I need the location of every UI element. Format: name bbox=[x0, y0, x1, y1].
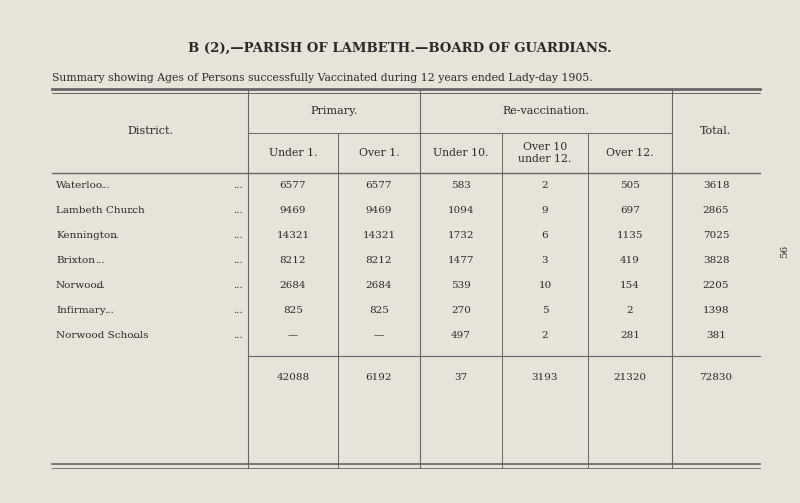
Text: —: — bbox=[374, 331, 384, 340]
Text: ...: ... bbox=[234, 331, 243, 340]
Text: 9469: 9469 bbox=[280, 206, 306, 215]
Text: 497: 497 bbox=[451, 331, 471, 340]
Text: Total.: Total. bbox=[700, 126, 732, 136]
Text: 6: 6 bbox=[542, 231, 548, 240]
Text: Under 1.: Under 1. bbox=[269, 148, 318, 158]
Text: 539: 539 bbox=[451, 281, 471, 290]
Text: ...: ... bbox=[234, 231, 243, 240]
Text: 381: 381 bbox=[706, 331, 726, 340]
Text: 42088: 42088 bbox=[277, 374, 310, 382]
Text: ...: ... bbox=[109, 231, 118, 240]
Text: 3618: 3618 bbox=[702, 181, 730, 190]
Text: 583: 583 bbox=[451, 181, 471, 190]
Text: 825: 825 bbox=[369, 306, 389, 315]
Text: 1094: 1094 bbox=[448, 206, 474, 215]
Text: 14321: 14321 bbox=[362, 231, 395, 240]
Text: 21320: 21320 bbox=[614, 374, 646, 382]
Text: 2684: 2684 bbox=[280, 281, 306, 290]
Text: 9: 9 bbox=[542, 206, 548, 215]
Text: Re-vaccination.: Re-vaccination. bbox=[502, 106, 590, 116]
Text: Kennington: Kennington bbox=[56, 231, 117, 240]
Text: 3828: 3828 bbox=[702, 256, 730, 265]
Text: 281: 281 bbox=[620, 331, 640, 340]
Text: Over 12.: Over 12. bbox=[606, 148, 654, 158]
Text: 270: 270 bbox=[451, 306, 471, 315]
Text: 14321: 14321 bbox=[277, 231, 310, 240]
Text: Infirmary: Infirmary bbox=[56, 306, 106, 315]
Text: ...: ... bbox=[234, 206, 243, 215]
Text: ...: ... bbox=[127, 206, 137, 215]
Text: 154: 154 bbox=[620, 281, 640, 290]
Text: 9469: 9469 bbox=[366, 206, 392, 215]
Text: 825: 825 bbox=[283, 306, 303, 315]
Text: Waterloo: Waterloo bbox=[56, 181, 103, 190]
Text: 1398: 1398 bbox=[702, 306, 730, 315]
Text: 6577: 6577 bbox=[280, 181, 306, 190]
Text: ...: ... bbox=[95, 281, 106, 290]
Text: 2: 2 bbox=[542, 331, 548, 340]
Text: 3193: 3193 bbox=[532, 374, 558, 382]
Text: 5: 5 bbox=[542, 306, 548, 315]
Text: 505: 505 bbox=[620, 181, 640, 190]
Text: —: — bbox=[288, 331, 298, 340]
Text: ...: ... bbox=[234, 281, 243, 290]
Text: ...: ... bbox=[131, 331, 142, 340]
Text: Over 1.: Over 1. bbox=[358, 148, 399, 158]
Text: 37: 37 bbox=[454, 374, 468, 382]
Text: 2: 2 bbox=[626, 306, 634, 315]
Text: B (2),—PARISH OF LAMBETH.—BOARD OF GUARDIANS.: B (2),—PARISH OF LAMBETH.—BOARD OF GUARD… bbox=[188, 42, 612, 54]
Text: 3: 3 bbox=[542, 256, 548, 265]
Text: 2684: 2684 bbox=[366, 281, 392, 290]
Text: 1732: 1732 bbox=[448, 231, 474, 240]
Text: 72830: 72830 bbox=[699, 374, 733, 382]
Text: 2205: 2205 bbox=[702, 281, 730, 290]
Text: 7025: 7025 bbox=[702, 231, 730, 240]
Text: Norwood Schools: Norwood Schools bbox=[56, 331, 149, 340]
Text: 1477: 1477 bbox=[448, 256, 474, 265]
Text: ...: ... bbox=[105, 306, 114, 315]
Text: Over 10
under 12.: Over 10 under 12. bbox=[518, 142, 572, 164]
Text: ...: ... bbox=[234, 181, 243, 190]
Text: 2: 2 bbox=[542, 181, 548, 190]
Text: 8212: 8212 bbox=[366, 256, 392, 265]
Text: ...: ... bbox=[234, 256, 243, 265]
Text: 8212: 8212 bbox=[280, 256, 306, 265]
Text: ...: ... bbox=[234, 306, 243, 315]
Text: 419: 419 bbox=[620, 256, 640, 265]
Text: Lambeth Church: Lambeth Church bbox=[56, 206, 145, 215]
Text: Norwood: Norwood bbox=[56, 281, 104, 290]
Text: 6577: 6577 bbox=[366, 181, 392, 190]
Text: ...: ... bbox=[100, 181, 110, 190]
Text: 1135: 1135 bbox=[617, 231, 643, 240]
Text: 697: 697 bbox=[620, 206, 640, 215]
Text: ...: ... bbox=[95, 256, 106, 265]
Text: 10: 10 bbox=[538, 281, 552, 290]
Text: District.: District. bbox=[127, 126, 173, 136]
Text: Brixton: Brixton bbox=[56, 256, 95, 265]
Text: Primary.: Primary. bbox=[310, 106, 358, 116]
Text: Summary showing Ages of Persons successfully Vaccinated during 12 years ended La: Summary showing Ages of Persons successf… bbox=[52, 73, 593, 83]
Text: 2865: 2865 bbox=[702, 206, 730, 215]
Text: Under 10.: Under 10. bbox=[434, 148, 489, 158]
Text: 6192: 6192 bbox=[366, 374, 392, 382]
Text: 56: 56 bbox=[781, 244, 790, 258]
